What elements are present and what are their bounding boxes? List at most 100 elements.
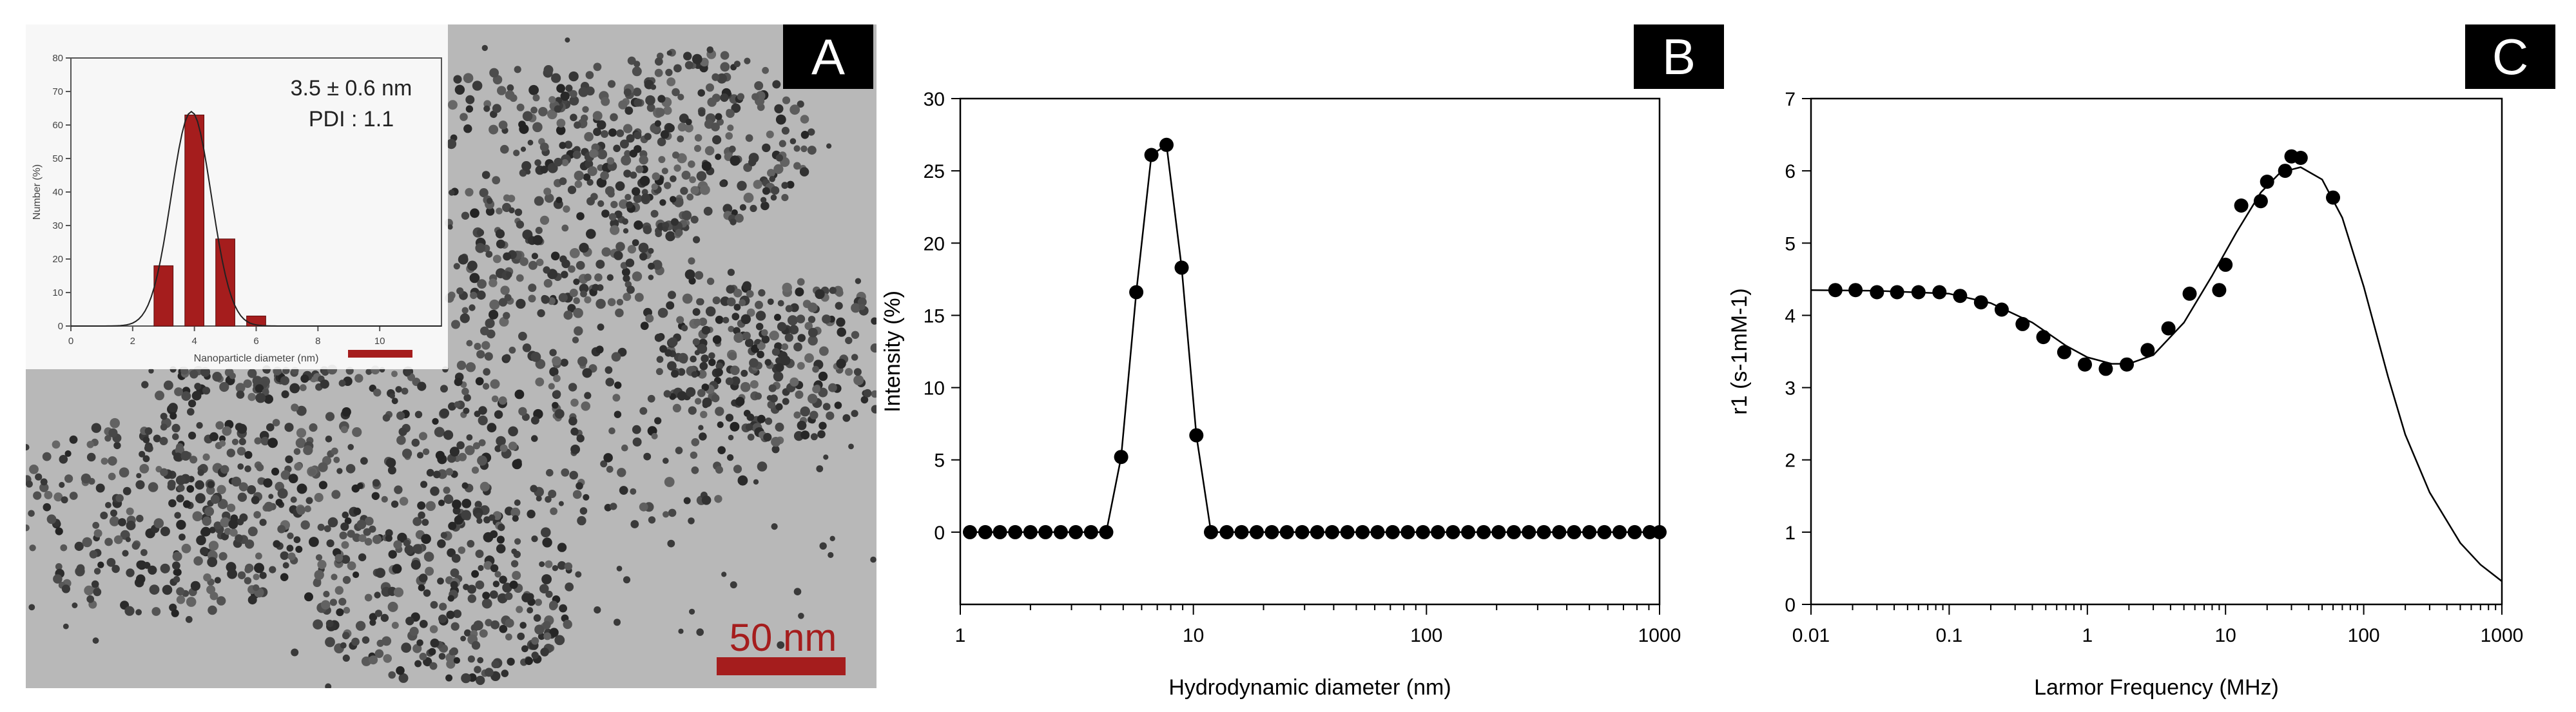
nanoparticle: [113, 441, 121, 450]
histogram-y-tick-label: 0: [58, 321, 63, 332]
nanoparticle: [200, 526, 211, 537]
nanoparticle: [331, 573, 338, 581]
nanoparticle: [438, 614, 447, 623]
nanoparticle: [570, 445, 580, 454]
nanoparticle: [473, 620, 483, 631]
nanoparticle: [808, 128, 815, 136]
nanoparticle: [358, 534, 367, 543]
nanoparticle: [356, 519, 367, 530]
nanoparticle: [800, 115, 809, 124]
nanoparticle: [531, 535, 538, 543]
nanoparticle: [513, 149, 520, 157]
nanoparticle: [179, 534, 186, 541]
histogram-x-tick-label: 0: [68, 336, 73, 347]
nanoparticle: [543, 266, 550, 274]
nanoparticle: [757, 351, 764, 359]
nanoparticle: [253, 573, 260, 581]
nanoparticle: [560, 358, 568, 367]
nanoparticle: [153, 434, 161, 443]
panel-label-c: C: [2465, 24, 2555, 89]
nanoparticle: [708, 352, 715, 360]
nanoparticle: [728, 146, 736, 153]
nanoparticle: [411, 438, 420, 447]
nanoparticle: [755, 339, 760, 345]
nanoparticle: [226, 448, 235, 457]
nanoparticle: [196, 422, 203, 429]
nanoparticle: [681, 210, 692, 220]
nanoparticle: [554, 157, 563, 167]
nanoparticle: [547, 297, 556, 305]
nanoparticle: [421, 519, 429, 526]
nanoparticle: [735, 213, 744, 223]
nanoparticle: [556, 126, 566, 135]
nanoparticle: [701, 325, 711, 335]
nanoparticle: [489, 68, 499, 78]
nanoparticle: [162, 584, 173, 595]
nanoparticle: [59, 481, 65, 488]
nanoparticle: [481, 598, 492, 609]
nanoparticle: [532, 122, 543, 133]
nanoparticle: [188, 431, 197, 440]
nanoparticle: [543, 65, 554, 75]
nanoparticle: [541, 574, 552, 584]
nanoparticle: [173, 575, 180, 583]
nanoparticle: [753, 479, 759, 485]
dls-data-point: [963, 524, 977, 539]
nanoparticle: [606, 465, 614, 473]
nanoparticle: [775, 403, 783, 411]
nanoparticle: [247, 526, 258, 537]
nanoparticle: [517, 632, 525, 640]
nanoparticle: [608, 427, 615, 434]
nanoparticle: [510, 507, 521, 517]
nanoparticle: [572, 150, 581, 159]
nanoparticle: [585, 71, 594, 79]
nanoparticle: [414, 410, 423, 418]
nanoparticle: [277, 488, 288, 499]
nanoparticle: [744, 57, 751, 64]
nanoparticle: [719, 180, 727, 188]
nanoparticle: [717, 73, 727, 84]
nanoparticle: [519, 169, 527, 177]
nanoparticle: [593, 128, 601, 137]
nanoparticle: [688, 406, 697, 415]
nanoparticle: [694, 398, 702, 405]
dls-data-point: [1054, 524, 1068, 539]
nanoparticle: [403, 539, 411, 547]
nanoparticle: [315, 554, 323, 561]
dls-series-line: [970, 143, 1660, 534]
nanoparticle: [528, 260, 537, 270]
nanoparticle: [108, 456, 117, 466]
nanoparticle: [420, 481, 428, 488]
nanoparticle: [547, 109, 557, 120]
nanoparticle: [678, 628, 684, 634]
nanoparticle: [466, 340, 473, 347]
nanoparticle: [299, 384, 307, 392]
nanoparticle: [191, 390, 202, 401]
nanoparticle: [694, 144, 701, 152]
nanoparticle: [705, 306, 716, 317]
nanoparticle: [235, 383, 246, 393]
nanoparticle: [392, 564, 402, 574]
dls-data-point: [1144, 148, 1159, 162]
nanoparticle: [514, 208, 523, 216]
nanoparticle: [668, 508, 677, 517]
nanoparticle: [655, 230, 663, 238]
nanoparticle: [549, 601, 558, 610]
nanoparticle: [557, 561, 567, 570]
nanoparticle: [727, 269, 735, 276]
nanoparticle: [252, 376, 263, 386]
nanoparticle: [295, 546, 303, 553]
nanoparticle: [385, 534, 392, 542]
nanoparticle: [762, 66, 769, 74]
nanoparticle: [683, 497, 691, 505]
nanoparticle: [760, 201, 770, 211]
nanoparticle: [465, 362, 476, 372]
nmrd-y-tick-label: 0: [1785, 595, 1796, 616]
nanoparticle: [785, 305, 793, 313]
nanoparticle: [435, 450, 445, 460]
nanoparticle: [808, 394, 818, 404]
dls-data-point: [1491, 524, 1506, 539]
nanoparticle: [621, 155, 632, 166]
nanoparticle: [597, 149, 608, 160]
nanoparticle: [717, 421, 724, 428]
